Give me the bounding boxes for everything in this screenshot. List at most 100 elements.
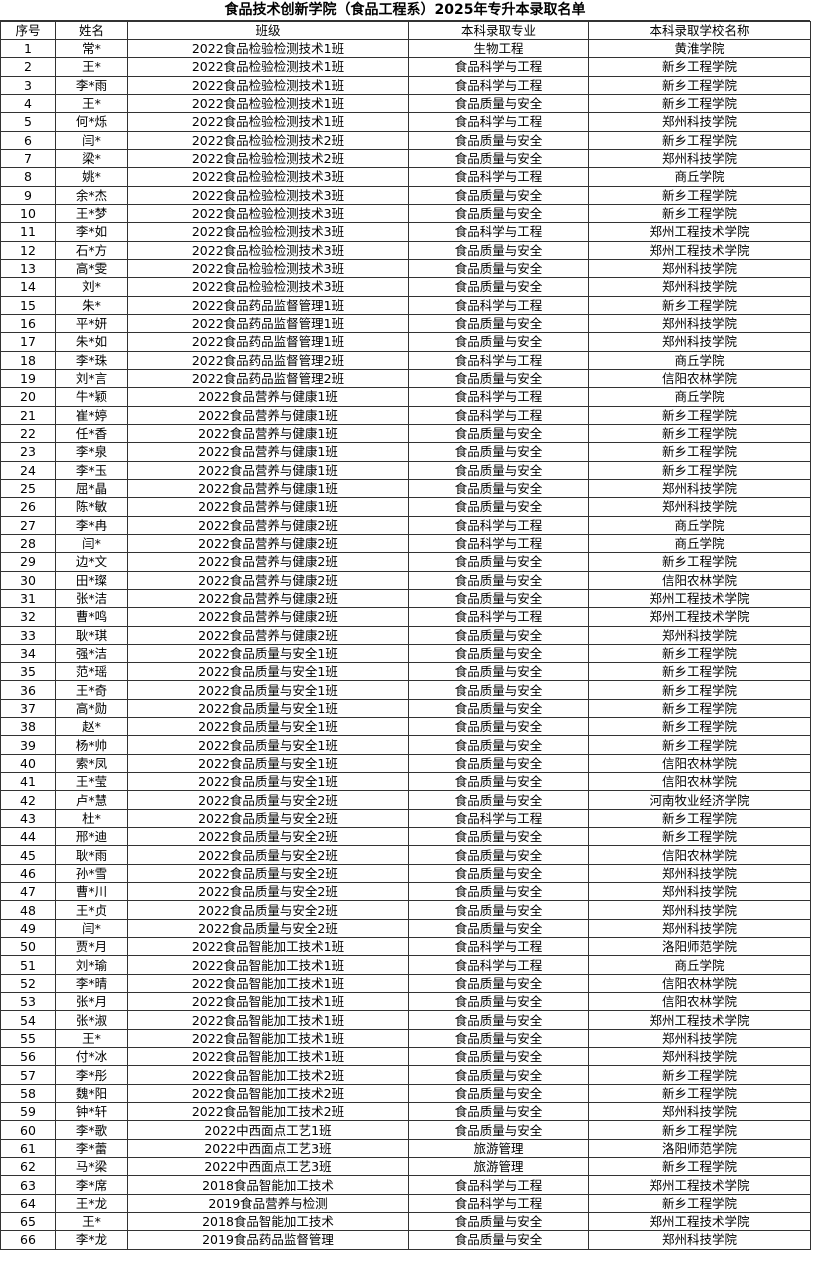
header-cell: 班级 <box>127 21 409 40</box>
table-row: 25 屈*晶 2022食品营养与健康1班 食品质量与安全 郑州科技学院 <box>0 478 811 499</box>
table-cell: 2022食品营养与健康1班 <box>127 460 409 480</box>
table-cell: 新乡工程学院 <box>588 295 811 315</box>
table-cell: 11 <box>0 222 56 242</box>
table-cell: 食品质量与安全 <box>408 240 589 260</box>
table-cell: 2022食品检验检测技术3班 <box>127 222 409 242</box>
table-cell: 曹*鸣 <box>55 607 128 627</box>
table-cell: 40 <box>0 753 56 774</box>
table-row: 37 高*勋 2022食品质量与安全1班 食品质量与安全 新乡工程学院 <box>0 698 811 719</box>
table-row: 18 李*珠 2022食品药品监督管理2班 食品科学与工程 商丘学院 <box>0 350 811 370</box>
table-cell: 食品质量与安全 <box>408 570 589 590</box>
table-cell: 2022食品营养与健康2班 <box>127 588 409 609</box>
table-cell: 郑州工程技术学院 <box>588 1175 811 1195</box>
table-cell: 郑州科技学院 <box>588 313 811 334</box>
table-cell: 64 <box>0 1193 56 1214</box>
table-cell: 新乡工程学院 <box>588 680 811 700</box>
table-cell: 刘* <box>55 277 128 297</box>
table-cell: 24 <box>0 460 56 480</box>
table-cell: 2022食品质量与安全2班 <box>127 790 409 810</box>
table-row: 54 张*淑 2022食品智能加工技术1班 食品质量与安全 郑州工程技术学院 <box>0 1010 811 1030</box>
table-cell: 2022食品营养与健康2班 <box>127 570 409 590</box>
table-row: 29 边*文 2022食品营养与健康2班 食品质量与安全 新乡工程学院 <box>0 552 811 572</box>
table-cell: 王* <box>55 1211 128 1232</box>
table-cell: 食品科学与工程 <box>408 533 589 554</box>
table-cell: 郑州科技学院 <box>588 332 811 352</box>
table-row: 45 耿*雨 2022食品质量与安全2班 食品质量与安全 信阳农林学院 <box>0 845 811 865</box>
table-cell: 郑州科技学院 <box>588 478 811 499</box>
table-cell: 2022食品营养与健康1班 <box>127 405 409 425</box>
table-cell: 2022食品质量与安全2班 <box>127 918 409 939</box>
admission-table: 序号 姓名 班级 本科录取专业 本科录取学校名称 1 常* 2022食品检验检测技术1班 生物工… <box>0 21 811 1250</box>
table-cell: 14 <box>0 277 56 297</box>
table-row: 21 崔*婷 2022食品营养与健康1班 食品科学与工程 新乡工程学院 <box>0 405 811 425</box>
table-cell: 信阳农林学院 <box>588 570 811 590</box>
table-cell: 姚* <box>55 167 128 187</box>
table-cell: 赵* <box>55 717 128 737</box>
table-cell: 食品质量与安全 <box>408 185 589 205</box>
table-cell: 2019食品营养与检测 <box>127 1193 409 1214</box>
table-cell: 62 <box>0 1157 56 1177</box>
table-cell: 2022中西面点工艺3班 <box>127 1157 409 1177</box>
table-cell: 付*冰 <box>55 1047 128 1067</box>
table-cell: 食品科学与工程 <box>408 57 589 77</box>
table-cell: 孙*雪 <box>55 863 128 884</box>
table-cell: 食品质量与安全 <box>408 277 589 297</box>
table-cell: 朱*如 <box>55 332 128 352</box>
table-cell: 钟*轩 <box>55 1102 128 1122</box>
table-row: 42 卢*慧 2022食品质量与安全2班 食品质量与安全 河南牧业经济学院 <box>0 790 811 810</box>
table-cell: 食品质量与安全 <box>408 1102 589 1122</box>
table-row: 16 平*妍 2022食品药品监督管理1班 食品质量与安全 郑州科技学院 <box>0 313 811 334</box>
table-row: 41 王*莹 2022食品质量与安全1班 食品质量与安全 信阳农林学院 <box>0 772 811 792</box>
table-cell: 耿*琪 <box>55 625 128 645</box>
table-cell: 17 <box>0 332 56 352</box>
table-cell: 邢*迪 <box>55 827 128 847</box>
table-cell: 边*文 <box>55 552 128 572</box>
table-cell: 28 <box>0 533 56 554</box>
table-cell: 36 <box>0 680 56 700</box>
table-cell: 马*梁 <box>55 1157 128 1177</box>
table-cell: 食品质量与安全 <box>408 1120 589 1140</box>
table-row: 48 王*贞 2022食品质量与安全2班 食品质量与安全 郑州科技学院 <box>0 900 811 920</box>
table-cell: 食品质量与安全 <box>408 313 589 334</box>
table-row: 59 钟*轩 2022食品智能加工技术2班 食品质量与安全 郑州科技学院 <box>0 1102 811 1122</box>
table-cell: 49 <box>0 918 56 939</box>
table-cell: 2022食品质量与安全1班 <box>127 680 409 700</box>
table-cell: 56 <box>0 1047 56 1067</box>
table-cell: 郑州工程技术学院 <box>588 607 811 627</box>
table-cell: 2022食品智能加工技术1班 <box>127 973 409 994</box>
table-cell: 旅游管理 <box>408 1157 589 1177</box>
table-cell: 2022中西面点工艺3班 <box>127 1138 409 1159</box>
table-row: 33 耿*琪 2022食品营养与健康2班 食品质量与安全 郑州科技学院 <box>0 625 811 645</box>
table-cell: 2022食品检验检测技术1班 <box>127 93 409 114</box>
table-cell: 2022食品检验检测技术1班 <box>127 112 409 132</box>
table-cell: 石*方 <box>55 240 128 260</box>
table-cell: 新乡工程学院 <box>588 1157 811 1177</box>
table-cell: 食品质量与安全 <box>408 423 589 444</box>
table-cell: 郑州工程技术学院 <box>588 588 811 609</box>
table-cell: 20 <box>0 387 56 407</box>
table-cell: 耿*雨 <box>55 845 128 865</box>
table-cell: 26 <box>0 497 56 517</box>
table-cell: 平*妍 <box>55 313 128 334</box>
table-cell: 8 <box>0 167 56 187</box>
header-cell: 本科录取学校名称 <box>588 21 811 40</box>
table-cell: 郑州科技学院 <box>588 1102 811 1122</box>
table-cell: 新乡工程学院 <box>588 405 811 425</box>
table-cell: 2018食品智能加工技术 <box>127 1211 409 1232</box>
table-cell: 新乡工程学院 <box>588 662 811 682</box>
table-row: 44 邢*迪 2022食品质量与安全2班 食品质量与安全 新乡工程学院 <box>0 827 811 847</box>
table-cell: 2022食品质量与安全2班 <box>127 845 409 865</box>
table-row: 57 李*彤 2022食品智能加工技术2班 食品质量与安全 新乡工程学院 <box>0 1065 811 1085</box>
table-cell: 10 <box>0 203 56 224</box>
table-cell: 2 <box>0 57 56 77</box>
table-cell: 2022食品检验检测技术3班 <box>127 258 409 279</box>
table-cell: 郑州工程技术学院 <box>588 240 811 260</box>
table-cell: 50 <box>0 937 56 957</box>
table-cell: 张*月 <box>55 992 128 1012</box>
table-cell: 食品质量与安全 <box>408 368 589 389</box>
table-cell: 李*龙 <box>55 1230 128 1250</box>
table-row: 20 牛*颖 2022食品营养与健康1班 食品科学与工程 商丘学院 <box>0 387 811 407</box>
table-cell: 王*莹 <box>55 772 128 792</box>
table-cell: 2022食品质量与安全1班 <box>127 717 409 737</box>
table-cell: 32 <box>0 607 56 627</box>
